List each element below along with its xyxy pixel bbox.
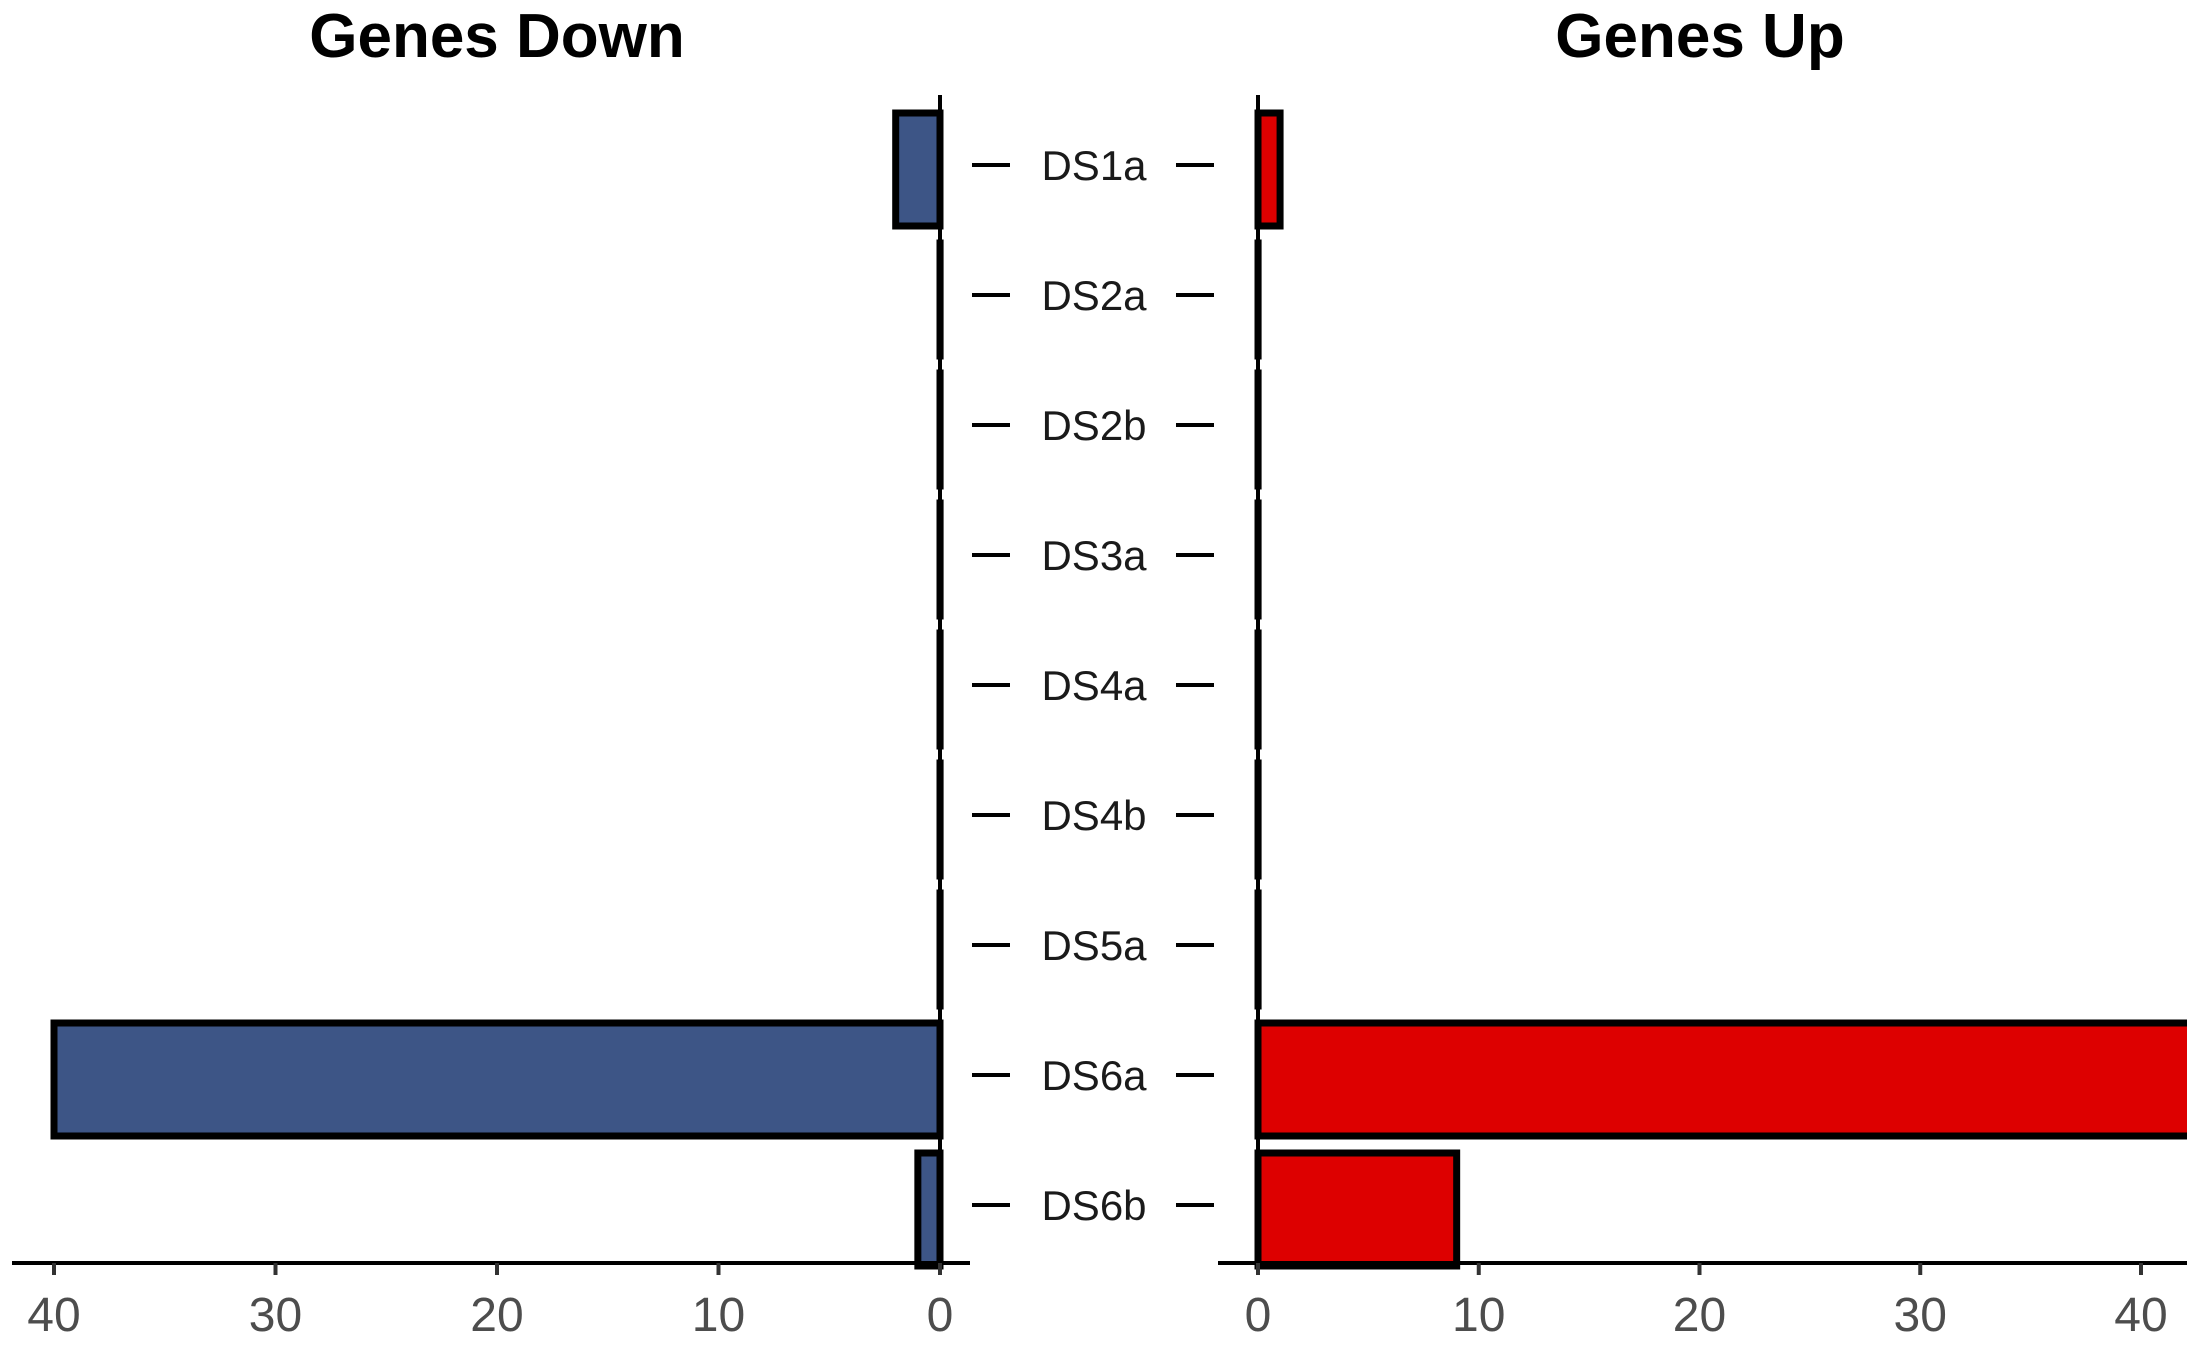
- category-label-ds5a: DS5a: [1041, 922, 1147, 969]
- title-genes-down: Genes Down: [309, 2, 685, 71]
- x-tick-label-down: 10: [692, 1289, 745, 1342]
- x-tick-label-up: 40: [2114, 1289, 2167, 1342]
- category-label-ds4b: DS4b: [1041, 792, 1146, 839]
- genes-up-panel: 0 10 20 30 40: [1218, 95, 2187, 1342]
- x-tick-label-up: 20: [1673, 1289, 1726, 1342]
- category-labels: DS1a DS2a DS2b DS3a DS4a DS4b DS5a DS6a DS6b: [972, 142, 1214, 1229]
- category-label-ds1a: DS1a: [1041, 142, 1147, 189]
- bar-down-ds6b: [914, 1149, 944, 1270]
- bar-up-ds6b: [1254, 1149, 1461, 1270]
- x-tick-label-down: 30: [249, 1289, 302, 1342]
- category-label-ds6b: DS6b: [1041, 1182, 1146, 1229]
- category-label-ds3a: DS3a: [1041, 532, 1147, 579]
- x-tick-label-down: 40: [27, 1289, 80, 1342]
- title-genes-up: Genes Up: [1555, 2, 1844, 71]
- bar-up-ds6a: [1254, 1019, 2187, 1140]
- x-tick-label-up: 30: [1894, 1289, 1947, 1342]
- x-tick-label-up: 10: [1452, 1289, 1505, 1342]
- bar-up-ds1a: [1254, 109, 1284, 230]
- category-label-ds2b: DS2b: [1041, 402, 1146, 449]
- x-tick-label-up: 0: [1245, 1289, 1272, 1342]
- category-label-ds6a: DS6a: [1041, 1052, 1147, 1099]
- bar-down-ds1a: [892, 109, 944, 230]
- genes-down-panel: 40 30 20 10 0: [12, 95, 970, 1342]
- category-label-ds4a: DS4a: [1041, 662, 1147, 709]
- bar-down-ds6a: [50, 1019, 944, 1140]
- x-tick-label-down: 20: [470, 1289, 523, 1342]
- category-label-ds2a: DS2a: [1041, 272, 1147, 319]
- x-tick-label-down: 0: [927, 1289, 954, 1342]
